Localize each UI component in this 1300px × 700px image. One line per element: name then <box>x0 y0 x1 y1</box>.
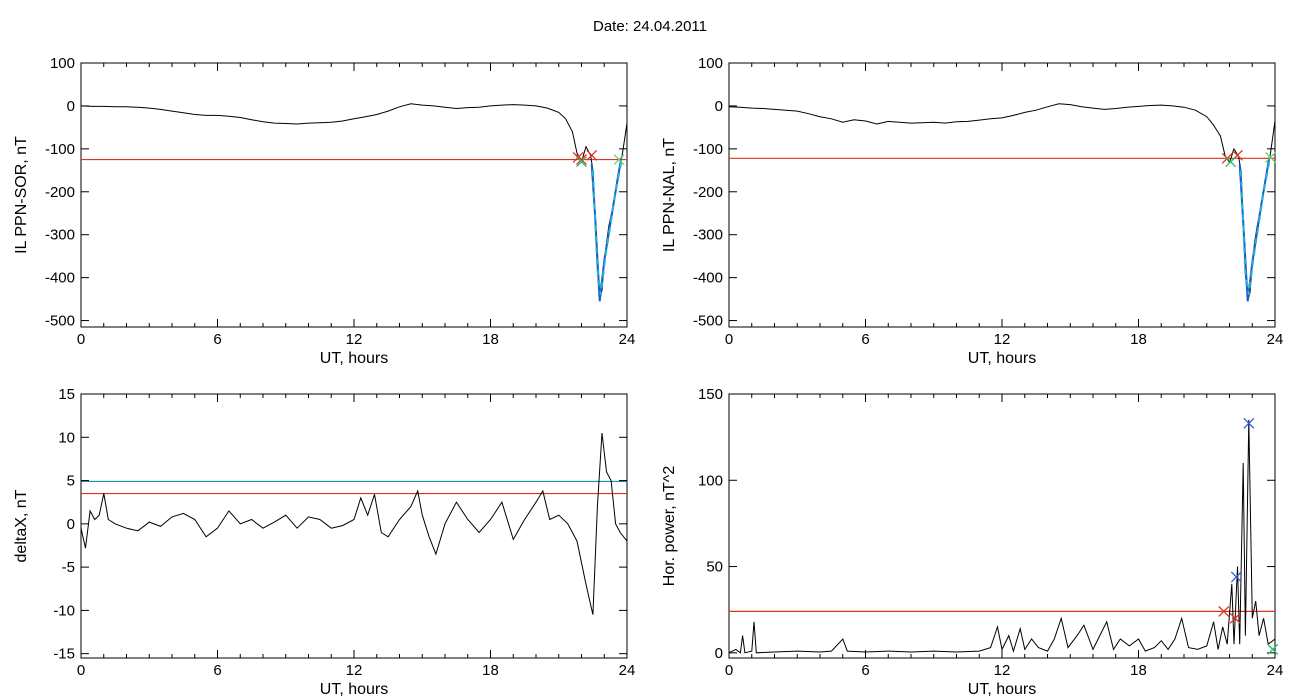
marker-point <box>576 156 587 168</box>
series-line-fit2 <box>1239 155 1272 295</box>
y-tick-label: -100 <box>45 141 75 158</box>
y-axis-label: IL PPN-NAL, nT <box>661 138 678 252</box>
plot-area <box>81 103 627 302</box>
y-tick-label: -400 <box>693 270 723 287</box>
plot-frame <box>80 393 628 659</box>
y-tick-label: -200 <box>45 184 75 201</box>
y-tick-label: 100 <box>50 55 75 72</box>
x-axis-label: UT, hours <box>320 681 388 698</box>
x-tick-label: 6 <box>861 662 869 679</box>
y-tick-label: -300 <box>45 227 75 244</box>
page-title: Date: 24.04.2011 <box>593 18 707 35</box>
y-tick-label: -300 <box>693 227 723 244</box>
y-tick-label: -200 <box>693 184 723 201</box>
marker-point <box>1230 571 1242 583</box>
series-line-data <box>81 432 627 615</box>
chart-il-ppn-sor: 0 6 12 18 24 100 0 -100 -200 -300 -400 -500 UT, hour… <box>13 55 635 367</box>
marker-point <box>1225 156 1237 168</box>
y-tick-label: 0 <box>715 645 723 662</box>
plot-frame <box>728 393 1276 659</box>
y-tick-label: -10 <box>53 602 75 619</box>
x-tick-label: 0 <box>725 331 733 348</box>
y-tick-label: -500 <box>45 313 75 330</box>
x-tick-label: 24 <box>1267 662 1284 679</box>
x-tick-label: 18 <box>1130 331 1147 348</box>
x-tick-label: 12 <box>994 331 1011 348</box>
x-tick-label: 12 <box>346 662 363 679</box>
plot-frame <box>80 62 628 328</box>
chart-hor-power: 0 6 12 18 24 150 100 50 0 UT, hours Hor. power, nT… <box>661 386 1283 698</box>
x-tick-label: 12 <box>346 331 363 348</box>
series-line-data <box>81 103 627 300</box>
x-tick-label: 6 <box>213 662 221 679</box>
marker-point <box>1264 151 1276 163</box>
chart-deltax: 0 6 12 18 24 15 10 5 0 -5 -10 -15 UT, hours deltaX, n… <box>13 386 635 698</box>
marker-point <box>1267 643 1279 655</box>
y-axis-label: deltaX, nT <box>13 489 30 562</box>
y-tick-label: -100 <box>693 141 723 158</box>
x-tick-label: 18 <box>482 331 499 348</box>
series-line-fit2 <box>591 155 624 295</box>
x-tick-label: 6 <box>213 331 221 348</box>
y-tick-label: 50 <box>706 559 723 576</box>
y-tick-label: -400 <box>45 270 75 287</box>
marker-point <box>576 154 587 166</box>
x-axis-label: UT, hours <box>968 681 1036 698</box>
x-axis-label: UT, hours <box>968 350 1036 367</box>
marker-point <box>1243 417 1255 429</box>
marker-point <box>613 154 625 166</box>
y-axis-label: IL PPN-SOR, nT <box>13 136 30 254</box>
x-tick-label: 6 <box>861 331 869 348</box>
marker-point <box>586 149 598 161</box>
y-tick-label: 10 <box>58 429 75 446</box>
y-axis-label: Hor. power, nT^2 <box>661 466 678 587</box>
x-tick-label: 0 <box>725 662 733 679</box>
y-tick-label: 5 <box>67 473 75 490</box>
y-tick-label: 0 <box>715 98 723 115</box>
y-tick-label: -5 <box>62 559 75 576</box>
x-tick-label: 24 <box>619 331 636 348</box>
x-tick-label: 18 <box>1130 662 1147 679</box>
x-tick-label: 24 <box>619 662 636 679</box>
plot-area <box>729 419 1275 654</box>
series-line-data <box>729 103 1275 302</box>
x-axis-label: UT, hours <box>320 350 388 367</box>
marker-point <box>1229 612 1241 624</box>
y-tick-label: 100 <box>698 472 723 489</box>
x-tick-label: 0 <box>77 662 85 679</box>
y-tick-label: -500 <box>693 313 723 330</box>
y-tick-label: 0 <box>67 516 75 533</box>
series-line-data <box>729 419 1275 654</box>
plot-area <box>81 432 627 615</box>
x-tick-label: 0 <box>77 331 85 348</box>
y-tick-label: 15 <box>58 386 75 403</box>
y-tick-label: 150 <box>698 386 723 403</box>
x-tick-label: 24 <box>1267 331 1284 348</box>
marker-point <box>1218 605 1230 617</box>
x-tick-label: 12 <box>994 662 1011 679</box>
y-tick-label: 100 <box>698 55 723 72</box>
chart-il-ppn-nal: 0 6 12 18 24 100 0 -100 -200 -300 -400 -500 UT, hour… <box>661 55 1283 367</box>
y-tick-label: 0 <box>67 98 75 115</box>
x-tick-label: 18 <box>482 662 499 679</box>
plot-frame <box>728 62 1276 328</box>
plot-area <box>729 103 1275 302</box>
y-tick-label: -15 <box>53 646 75 663</box>
